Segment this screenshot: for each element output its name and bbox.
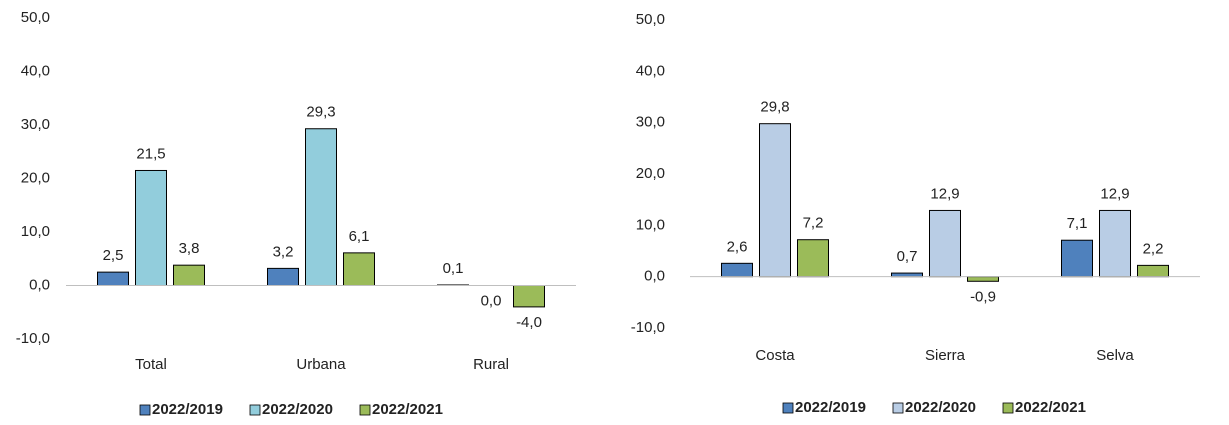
x-tick-label: Sierra bbox=[925, 347, 966, 364]
data-label: 29,3 bbox=[306, 104, 335, 121]
y-tick-label: 40,0 bbox=[21, 62, 50, 79]
x-tick-label: Costa bbox=[755, 347, 795, 364]
bar bbox=[797, 239, 829, 278]
data-label: 7,1 bbox=[1067, 215, 1088, 232]
data-label: 12,9 bbox=[1100, 185, 1129, 202]
y-tick-label: 30,0 bbox=[21, 116, 50, 133]
data-label: 12,9 bbox=[930, 185, 959, 202]
legend-swatch bbox=[139, 404, 151, 416]
legend-swatch bbox=[782, 402, 794, 414]
data-label: 3,8 bbox=[179, 240, 200, 257]
bar bbox=[759, 123, 791, 278]
data-label: 21,5 bbox=[136, 145, 165, 162]
legend-swatch bbox=[359, 404, 371, 416]
legend-swatch bbox=[892, 402, 904, 414]
legend-swatch bbox=[1002, 402, 1014, 414]
bar bbox=[513, 285, 545, 308]
y-tick-label: -10,0 bbox=[16, 330, 50, 347]
bar bbox=[967, 276, 999, 282]
y-tick-label: 10,0 bbox=[21, 223, 50, 240]
data-label: 0,0 bbox=[481, 292, 502, 309]
y-tick-label: 0,0 bbox=[644, 268, 665, 285]
x-tick-label: Selva bbox=[1096, 347, 1134, 364]
legend-swatch bbox=[249, 404, 261, 416]
legend-label: 2022/2019 bbox=[795, 399, 866, 416]
x-tick-label: Total bbox=[135, 356, 167, 373]
y-tick-label: -10,0 bbox=[631, 319, 665, 336]
bar bbox=[135, 169, 167, 287]
y-tick-label: 20,0 bbox=[636, 165, 665, 182]
x-tick-label: Urbana bbox=[296, 356, 346, 373]
bar bbox=[721, 262, 753, 278]
legend-label: 2022/2020 bbox=[262, 401, 333, 418]
y-tick-label: 0,0 bbox=[29, 276, 50, 293]
data-label: -0,9 bbox=[970, 288, 996, 305]
data-label: 0,1 bbox=[443, 260, 464, 277]
y-tick-label: 30,0 bbox=[636, 114, 665, 131]
bar bbox=[173, 264, 205, 287]
bar bbox=[1137, 264, 1169, 278]
bar bbox=[891, 272, 923, 278]
legend-label: 2022/2021 bbox=[1015, 399, 1086, 416]
bar bbox=[267, 267, 299, 287]
bar bbox=[929, 209, 961, 278]
data-label: 2,6 bbox=[727, 238, 748, 255]
data-label: 0,7 bbox=[897, 248, 918, 265]
y-tick-label: 40,0 bbox=[636, 62, 665, 79]
y-tick-label: 20,0 bbox=[21, 169, 50, 186]
legend-label: 2022/2019 bbox=[152, 401, 223, 418]
x-tick-label: Rural bbox=[473, 356, 509, 373]
bar bbox=[1061, 239, 1093, 278]
data-label: 2,2 bbox=[1143, 240, 1164, 257]
data-label: 29,8 bbox=[760, 99, 789, 116]
bar bbox=[343, 252, 375, 287]
bar bbox=[97, 271, 129, 286]
legend-label: 2022/2020 bbox=[905, 399, 976, 416]
data-label: -4,0 bbox=[516, 314, 542, 331]
data-label: 7,2 bbox=[803, 215, 824, 232]
bar bbox=[1099, 209, 1131, 278]
data-label: 6,1 bbox=[349, 228, 370, 245]
y-tick-label: 50,0 bbox=[21, 9, 50, 26]
bar bbox=[305, 128, 337, 286]
y-tick-label: 50,0 bbox=[636, 11, 665, 28]
legend-label: 2022/2021 bbox=[372, 401, 443, 418]
data-label: 2,5 bbox=[103, 247, 124, 264]
y-tick-label: 10,0 bbox=[636, 216, 665, 233]
data-label: 3,2 bbox=[273, 243, 294, 260]
